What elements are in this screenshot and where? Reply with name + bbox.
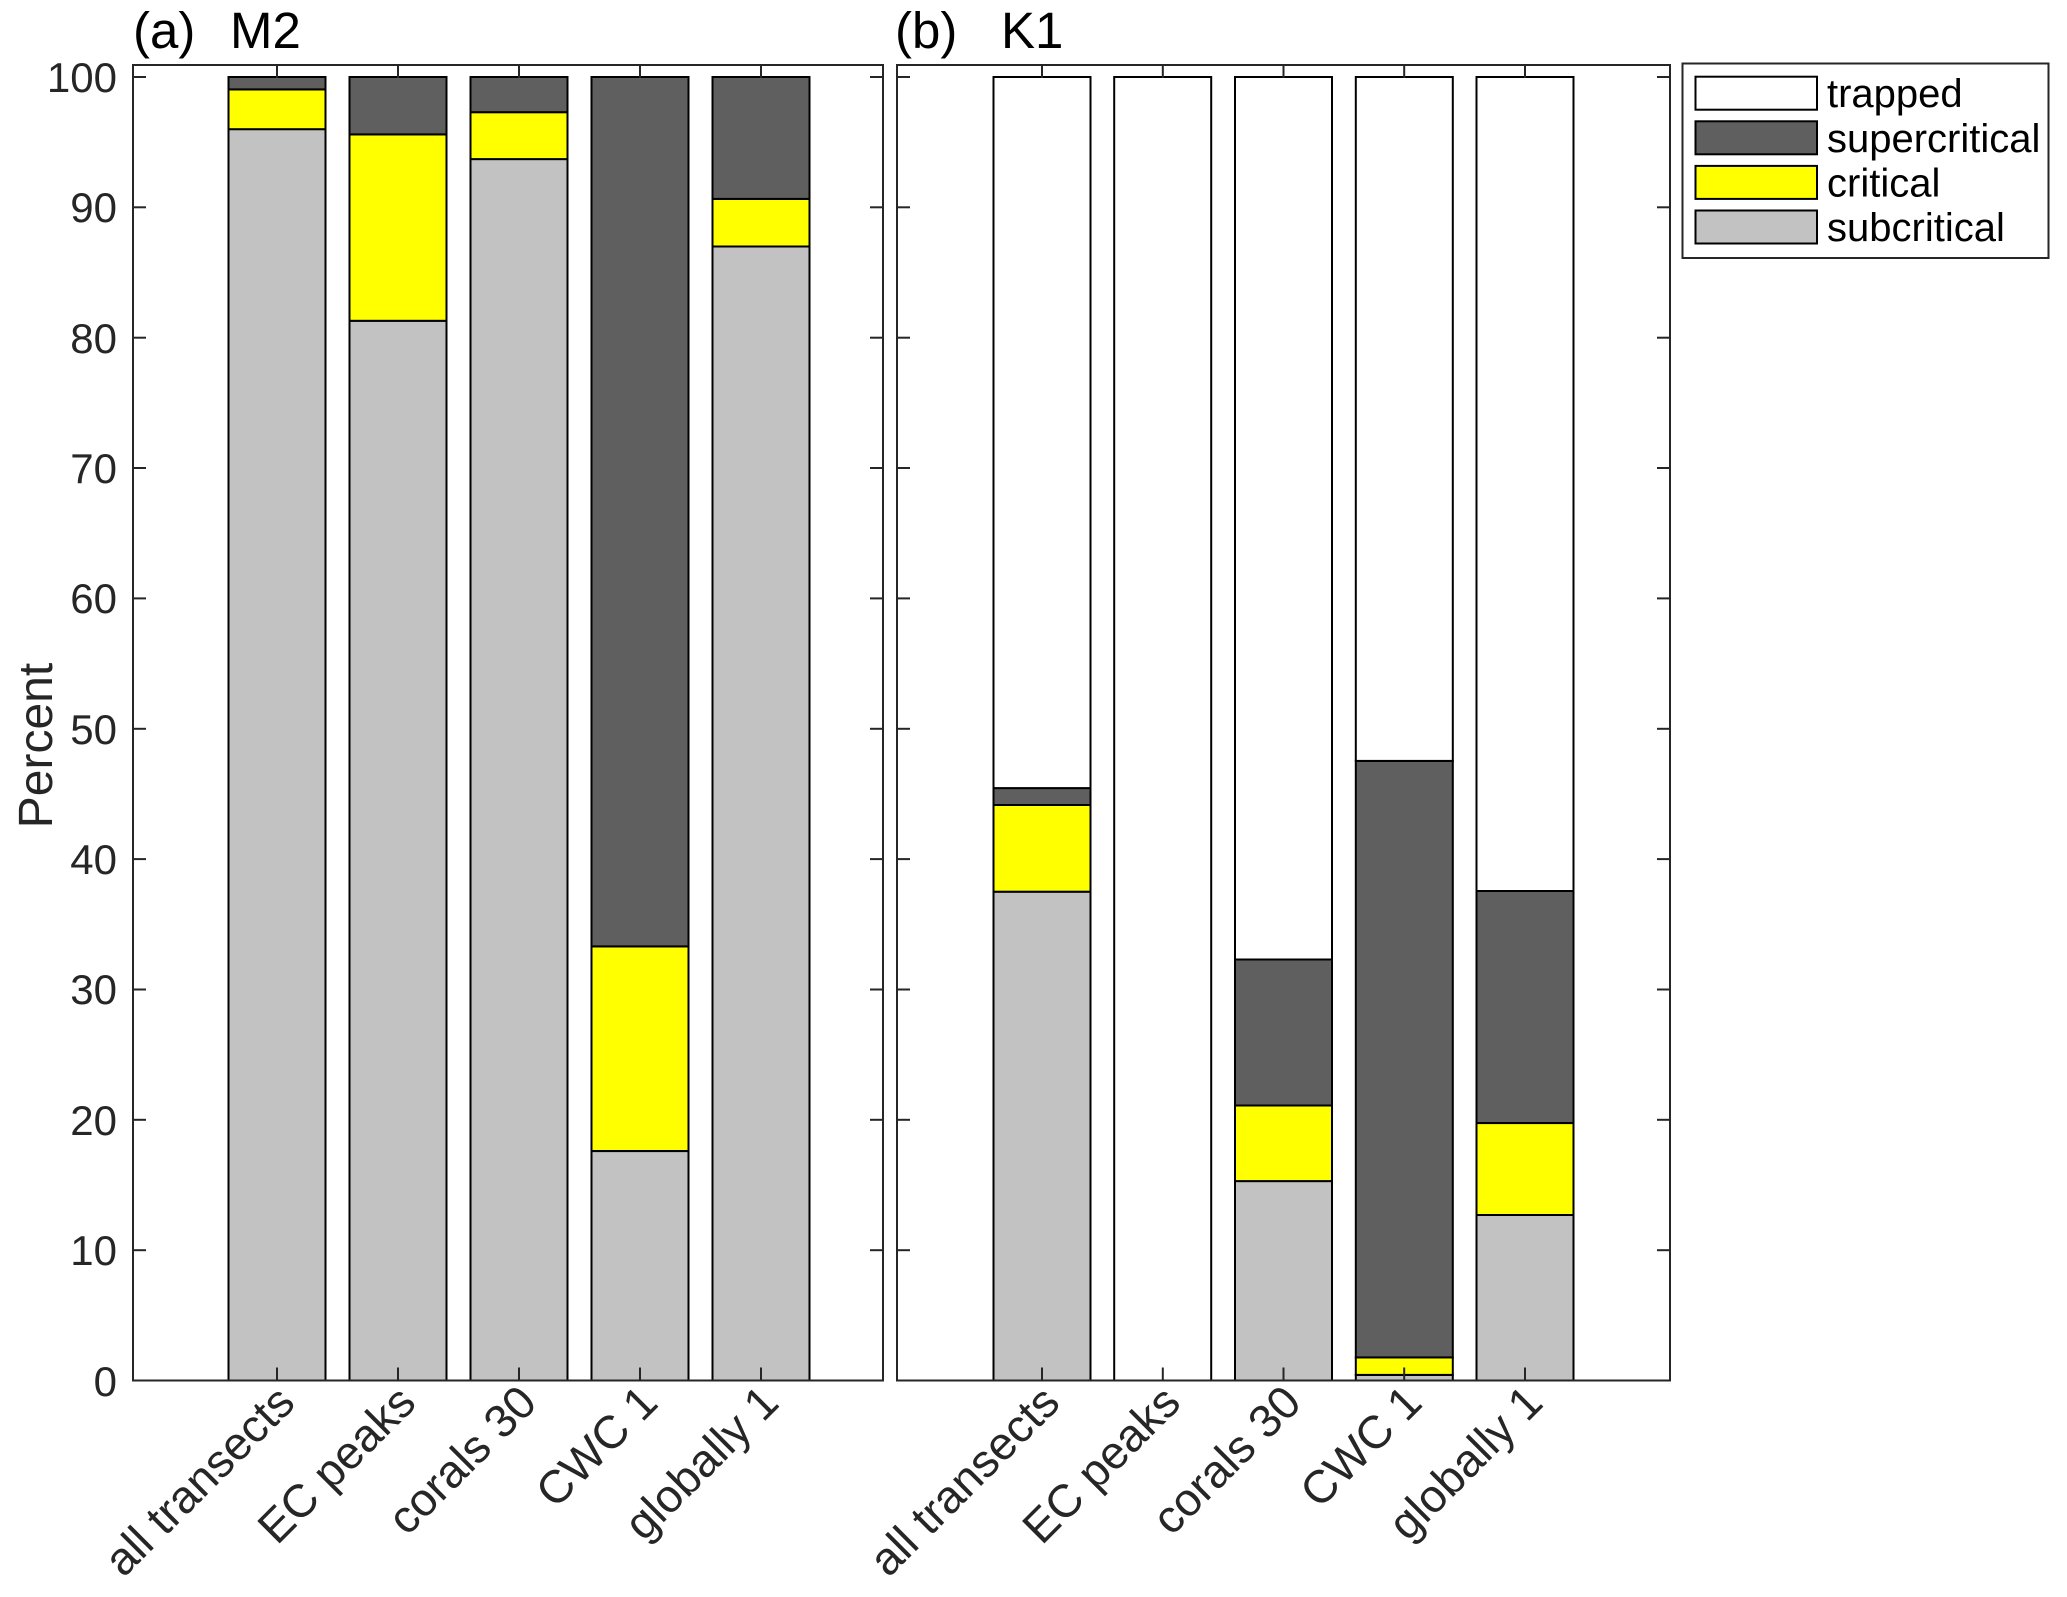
svg-text:Percent: Percent [10,663,63,828]
svg-text:10: 10 [70,1227,117,1274]
svg-text:50: 50 [70,706,117,753]
svg-text:trapped: trapped [1827,72,1963,116]
svg-text:70: 70 [70,445,117,492]
svg-text:40: 40 [70,836,117,883]
svg-text:60: 60 [70,575,117,622]
svg-text:90: 90 [70,184,117,231]
svg-text:(a): (a) [133,2,195,59]
svg-text:supercritical: supercritical [1827,117,2040,161]
svg-text:critical: critical [1827,161,1940,205]
svg-text:80: 80 [70,315,117,362]
svg-text:M2: M2 [230,2,301,59]
svg-text:subcritical: subcritical [1827,206,2005,250]
svg-text:100: 100 [47,54,117,101]
svg-text:K1: K1 [1001,2,1063,59]
svg-text:30: 30 [70,966,117,1013]
svg-text:20: 20 [70,1097,117,1144]
svg-text:(b): (b) [895,2,957,59]
svg-text:0: 0 [94,1358,117,1405]
